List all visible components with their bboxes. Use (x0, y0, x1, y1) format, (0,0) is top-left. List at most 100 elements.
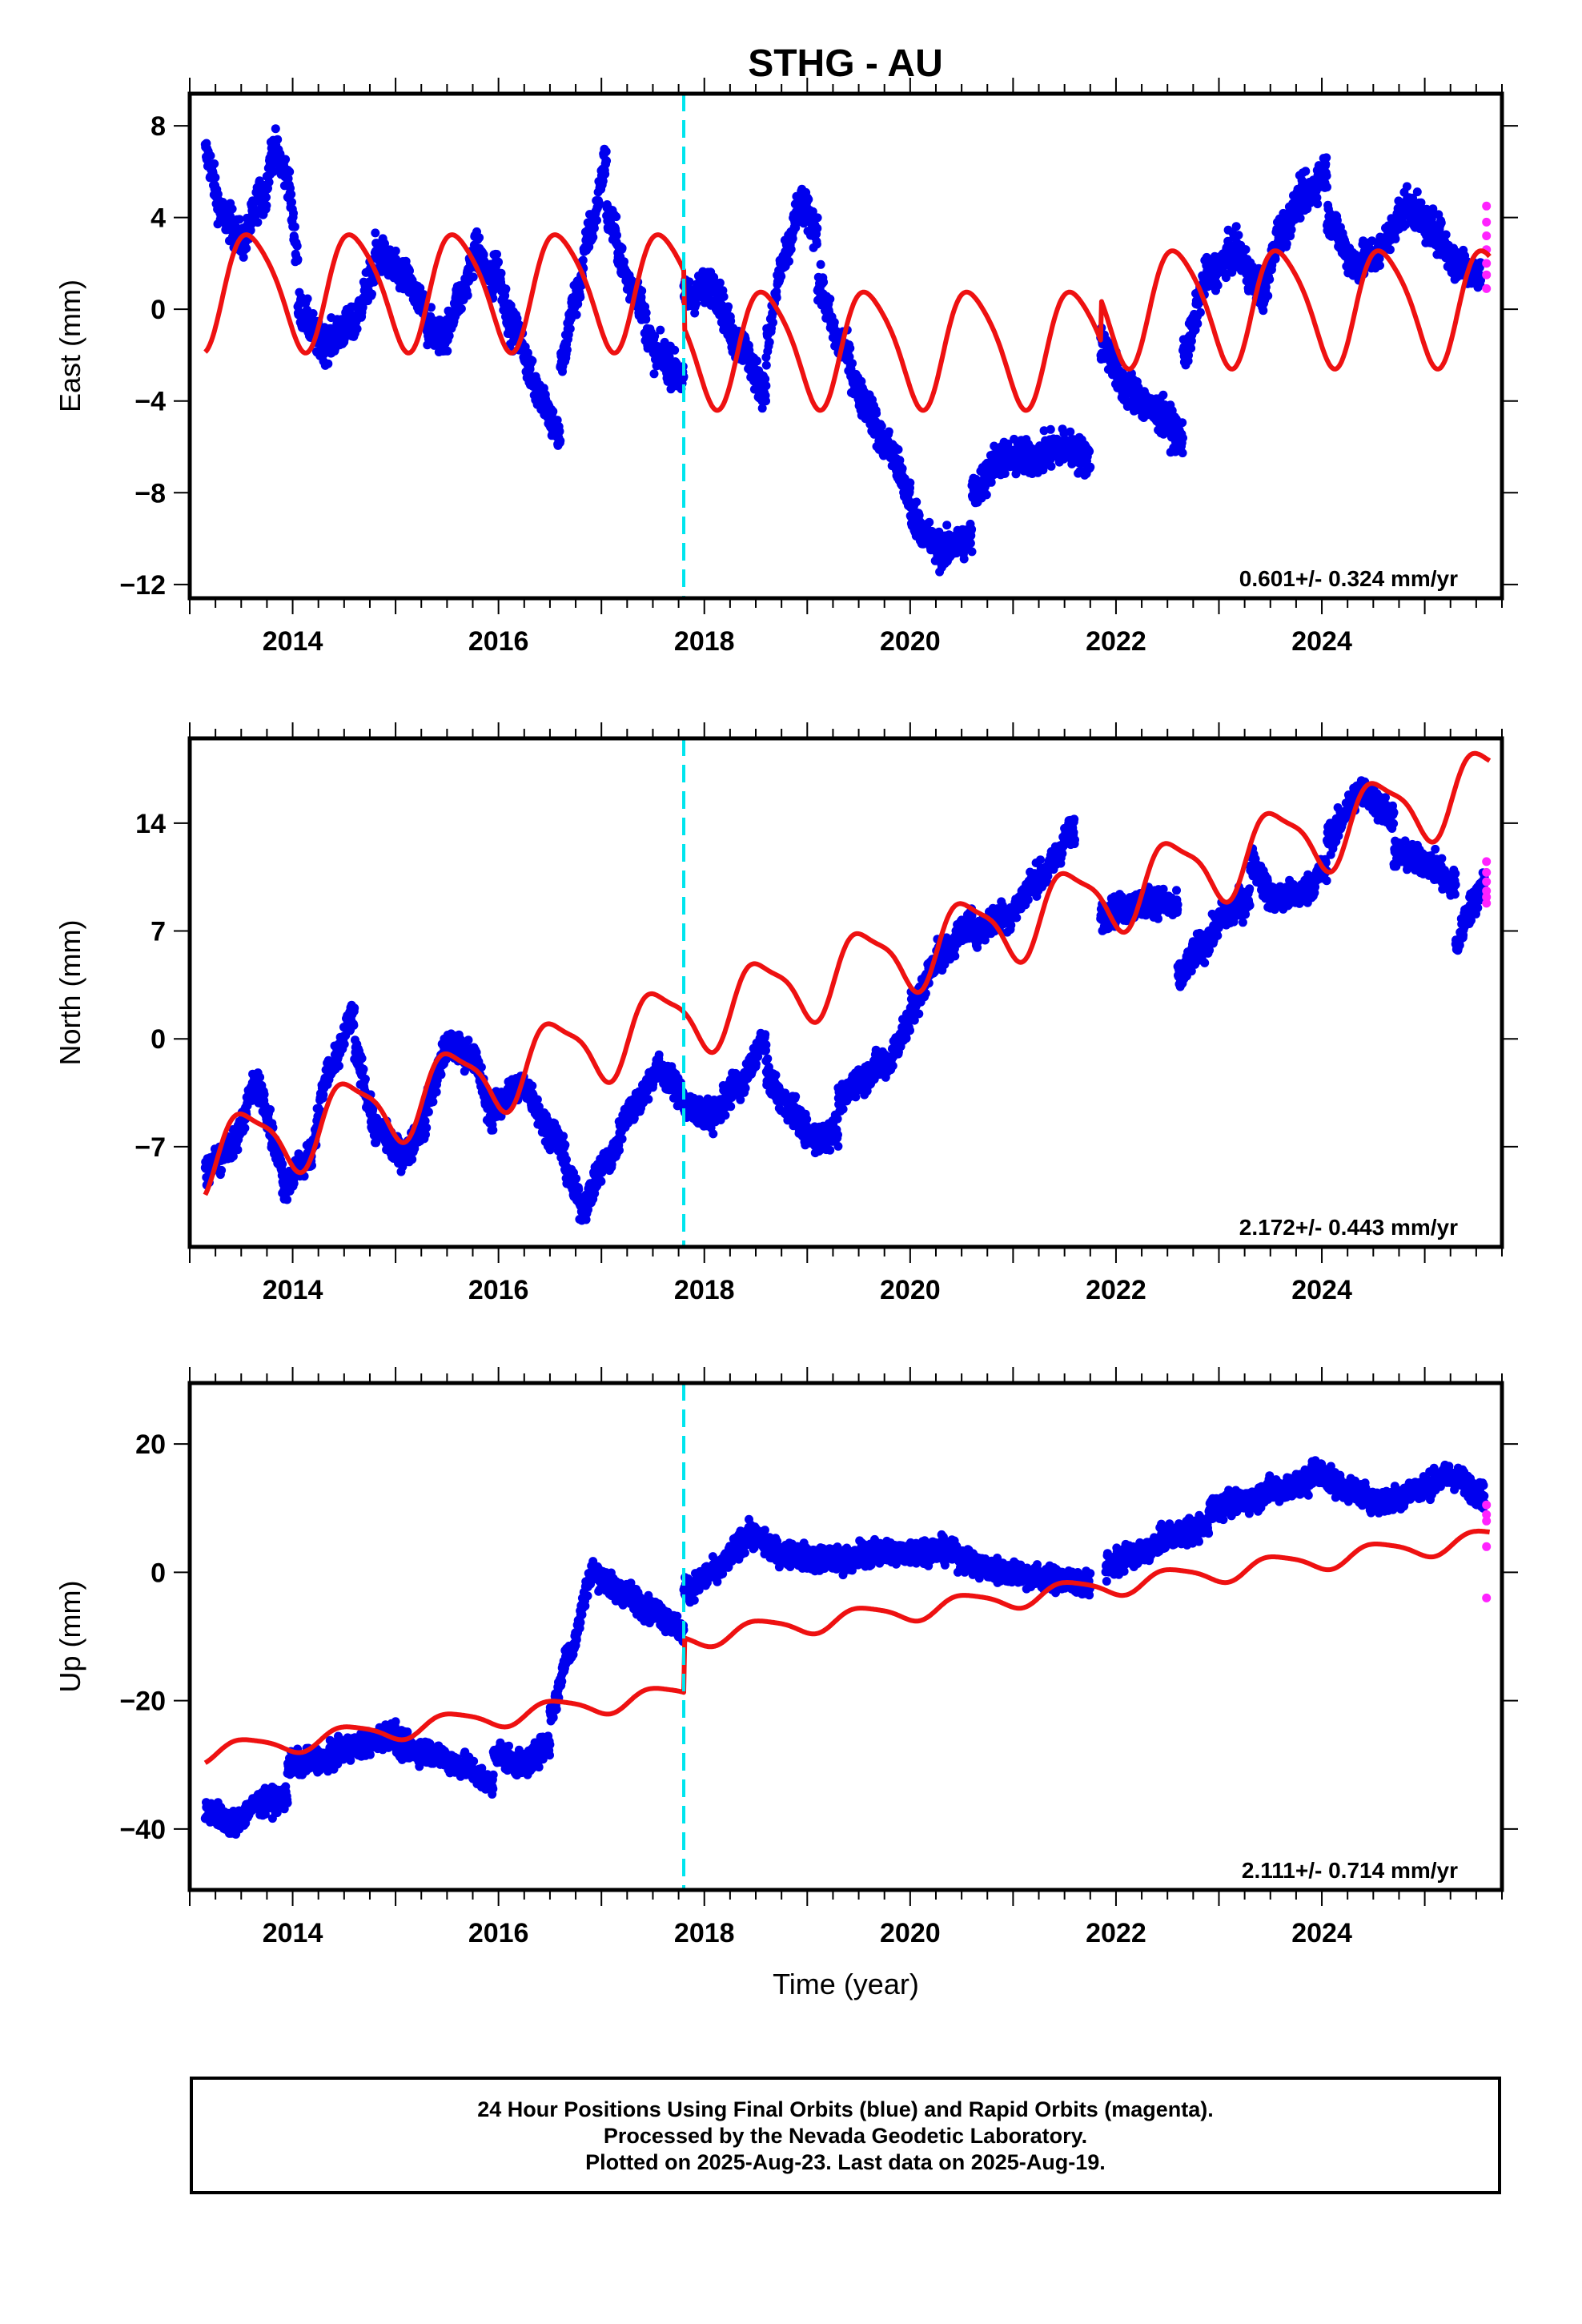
final-point (1391, 234, 1400, 243)
final-point (966, 538, 975, 548)
final-point (1184, 351, 1193, 360)
final-point (1039, 426, 1049, 436)
final-point (1213, 280, 1223, 290)
final-point (1265, 275, 1275, 284)
final-point (845, 352, 854, 361)
final-point (690, 308, 700, 318)
final-point (1436, 218, 1446, 227)
final-point (360, 1074, 370, 1084)
final-point (753, 356, 761, 366)
final-point (262, 201, 271, 211)
final-point (612, 231, 621, 240)
final-point (1000, 468, 1010, 478)
final-point (349, 1020, 359, 1030)
final-point (829, 318, 839, 327)
final-point (463, 291, 472, 300)
final-point (1221, 273, 1231, 283)
final-point (278, 1160, 287, 1169)
final-point (323, 359, 333, 368)
final-point (303, 294, 312, 304)
final-point (872, 408, 881, 418)
final-point (266, 1105, 275, 1114)
final-point (812, 239, 821, 249)
final-point (777, 271, 786, 281)
final-point (670, 345, 680, 355)
final-point (468, 272, 478, 282)
final-point (1231, 222, 1241, 231)
final-point (636, 292, 646, 302)
rapid-point (1482, 270, 1492, 279)
final-point (641, 308, 651, 318)
final-point (262, 192, 271, 202)
final-point (709, 272, 719, 282)
final-point (292, 241, 302, 251)
final-point (210, 159, 219, 168)
y-tick-label: −4 (135, 387, 166, 417)
final-point (350, 1003, 359, 1013)
final-point (601, 147, 611, 156)
final-points (200, 124, 1486, 577)
final-point (271, 124, 280, 134)
final-point (422, 1123, 432, 1132)
final-point (492, 250, 501, 259)
final-point (986, 477, 996, 487)
final-point (436, 1070, 446, 1080)
x-tick-label: 2024 (1291, 626, 1352, 657)
final-point (967, 525, 977, 534)
final-point (592, 215, 601, 225)
final-point (825, 294, 835, 304)
final-point (371, 228, 380, 238)
final-point (679, 372, 689, 381)
final-point (724, 302, 733, 312)
plot-area (200, 94, 1492, 598)
final-point (765, 337, 774, 347)
y-tick-label: 4 (151, 203, 166, 234)
final-point (1323, 183, 1331, 192)
final-point (715, 278, 725, 287)
final-point (273, 135, 283, 144)
final-point (1241, 245, 1251, 255)
final-point (1402, 182, 1411, 191)
final-point (813, 213, 822, 223)
final-point (1271, 254, 1280, 263)
final-point (905, 478, 915, 488)
final-point (757, 404, 767, 413)
final-point (1301, 167, 1311, 176)
final-point (290, 222, 299, 231)
final-point (512, 314, 522, 324)
rapid-point (1482, 217, 1492, 227)
final-point (602, 156, 612, 166)
final-point (281, 155, 291, 164)
y-tick-label: 0 (151, 295, 166, 325)
final-point (572, 310, 581, 320)
final-point (1046, 424, 1055, 434)
final-point (335, 1061, 343, 1071)
final-point (761, 374, 770, 384)
final-point (255, 1072, 265, 1082)
final-point (253, 218, 263, 227)
final-point (1313, 199, 1323, 209)
final-point (685, 277, 694, 287)
final-point (405, 266, 414, 275)
final-point (293, 255, 303, 264)
final-point (380, 239, 389, 248)
final-point (556, 436, 565, 445)
final-point (656, 325, 665, 335)
y-tick-label: −8 (135, 478, 166, 509)
y-tick-label: −12 (119, 570, 166, 601)
final-point (637, 286, 647, 296)
final-point (1295, 213, 1305, 223)
final-point (217, 1165, 227, 1175)
final-point (650, 332, 660, 341)
final-point (479, 250, 488, 259)
final-point (578, 255, 588, 265)
final-point (289, 208, 298, 218)
final-point (598, 176, 608, 186)
final-point (595, 199, 604, 208)
final-point (925, 517, 934, 527)
final-point (1234, 231, 1243, 240)
final-point (761, 396, 770, 406)
